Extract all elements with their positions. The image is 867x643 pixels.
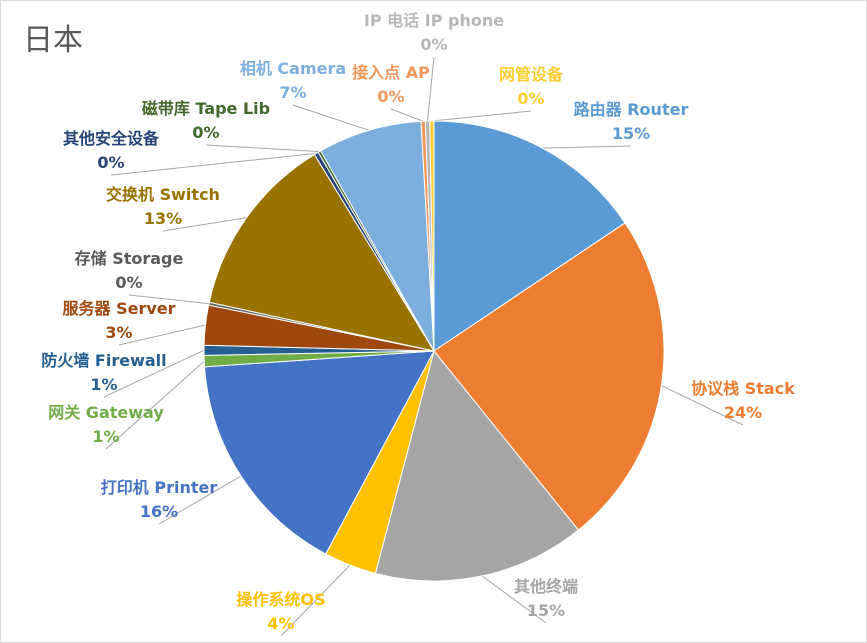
leader-line: [105, 360, 205, 450]
data-label-name: 打印机 Printer: [100, 478, 218, 497]
data-label: 磁带库 Tape Lib 0%: [142, 97, 270, 145]
leader-line: [661, 385, 744, 426]
data-label-name: 相机 Camera: [239, 59, 347, 78]
data-label-percent: 1%: [92, 427, 120, 446]
data-label-percent: 3%: [105, 323, 133, 342]
leader-line: [162, 217, 247, 232]
data-label-name: 接入点 AP: [352, 63, 430, 82]
data-label: 网管设备 0%: [499, 63, 563, 111]
data-label-name: 磁带库 Tape Lib: [141, 99, 271, 118]
pie-slice: [433, 120, 626, 352]
data-label-name: 其他终端: [513, 577, 579, 596]
data-label-name: IP 电话 IP phone: [363, 11, 505, 30]
data-label-percent: 13%: [143, 209, 183, 228]
data-label-percent: 4%: [267, 614, 295, 633]
data-label-name: 防火墙 Firewall: [41, 351, 167, 370]
data-label-percent: 15%: [611, 124, 651, 143]
data-label-name: 网管设备: [498, 65, 564, 84]
leader-line: [542, 145, 632, 149]
leader-line: [390, 108, 424, 122]
data-label: 路由器 Router 15%: [574, 98, 689, 146]
data-label: 协议栈 Stack 24%: [691, 377, 795, 425]
leader-line: [128, 294, 209, 305]
data-label: 接入点 AP 0%: [352, 61, 430, 109]
data-label: 操作系统OS 4%: [236, 588, 325, 636]
leader-line: [103, 349, 205, 398]
data-label-name: 存储 Storage: [74, 249, 184, 268]
data-label-name: 网关 Gateway: [48, 403, 164, 422]
data-label-percent: 15%: [526, 601, 566, 620]
data-label-name: 其他安全设备: [62, 129, 160, 148]
data-label-percent: 16%: [139, 502, 179, 521]
data-label: 服务器 Server 3%: [62, 297, 175, 345]
data-label-percent: 0%: [192, 123, 220, 142]
data-label-percent: 1%: [90, 375, 118, 394]
data-label-name: 交换机 Switch: [106, 185, 220, 204]
pie-slice: [208, 153, 436, 352]
data-label: 存储 Storage 0%: [75, 247, 184, 295]
pie-slice: [374, 349, 580, 582]
pie-slice: [429, 120, 435, 352]
data-label-percent: 0%: [377, 87, 405, 106]
data-label: 网关 Gateway 1%: [48, 401, 164, 449]
leader-line: [292, 104, 370, 131]
pie-slice: [319, 120, 435, 352]
pie-slice: [204, 350, 435, 555]
leader-line: [205, 144, 320, 153]
leader-line: [280, 564, 351, 637]
chart-title: 日本: [23, 23, 83, 58]
data-label-name: 操作系统OS: [236, 590, 326, 609]
data-label-percent: 0%: [97, 153, 125, 172]
data-label: 其他安全设备 0%: [63, 127, 159, 175]
leader-line: [431, 110, 532, 122]
data-label: 相机 Camera 7%: [240, 57, 346, 105]
data-label: 交换机 Switch 13%: [106, 183, 220, 231]
data-label-percent: 0%: [115, 273, 143, 292]
data-label: 防火墙 Firewall 1%: [41, 349, 166, 397]
data-label-percent: 0%: [420, 35, 448, 54]
data-label-percent: 7%: [279, 83, 307, 102]
pie-slice: [433, 222, 665, 531]
data-label: 其他终端 15%: [514, 575, 578, 623]
data-label-percent: 24%: [723, 403, 763, 422]
leader-line: [158, 475, 242, 525]
leader-line: [118, 324, 206, 346]
leader-line: [110, 152, 317, 176]
data-label: 打印机 Printer 16%: [101, 476, 217, 524]
data-label: IP 电话 IP phone 0%: [364, 9, 504, 57]
data-label-name: 协议栈 Stack: [691, 379, 795, 398]
data-label-name: 服务器 Server: [62, 299, 176, 318]
leader-line: [481, 575, 547, 624]
data-label-percent: 0%: [517, 89, 545, 108]
leader-line: [427, 56, 435, 122]
data-label-name: 路由器 Router: [573, 100, 689, 119]
